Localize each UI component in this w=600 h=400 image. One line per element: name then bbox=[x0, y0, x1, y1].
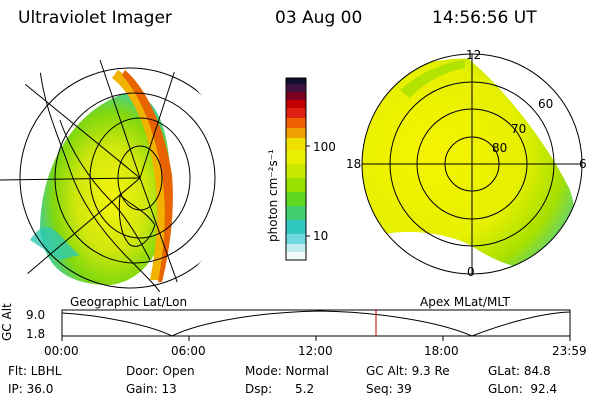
mlt-label-0: 0 bbox=[467, 265, 475, 279]
mlt-label-6: 6 bbox=[579, 157, 587, 171]
orbit-ylabel: GC Alt bbox=[0, 303, 14, 341]
colorbar-tick-10: 10 bbox=[313, 229, 329, 243]
colorbar bbox=[285, 77, 310, 261]
left-map-grid bbox=[0, 59, 233, 301]
info-gc-alt: GC Alt: 9.3 Re bbox=[366, 364, 450, 378]
observation-time: 14:56:56 UT bbox=[432, 8, 537, 28]
info-seq: Seq: 39 bbox=[366, 382, 412, 396]
left-panel-caption: Geographic Lat/Lon bbox=[70, 295, 188, 309]
left-auroral-emission bbox=[30, 70, 173, 285]
right-panel-caption: Apex MLat/MLT bbox=[420, 295, 510, 309]
right-polar-grid bbox=[361, 53, 583, 275]
mlt-label-12: 12 bbox=[466, 48, 482, 62]
orbit-xtick-0600: 06:00 bbox=[171, 344, 206, 358]
info-glon: GLon: 92.4 bbox=[488, 382, 558, 396]
instrument-title: Ultraviolet Imager bbox=[18, 8, 172, 28]
mlat-label-60: 60 bbox=[538, 97, 554, 111]
orbit-xtick-1200: 12:00 bbox=[298, 344, 333, 358]
observation-date: 03 Aug 00 bbox=[275, 8, 363, 28]
left-panel-boundary bbox=[0, 53, 233, 303]
orbit-altitude-curve bbox=[61, 310, 571, 337]
orbit-ytick-high: 9.0 bbox=[26, 308, 46, 322]
orbit-altitude-plot bbox=[61, 309, 571, 341]
info-dsp: Dsp: 5.2 bbox=[245, 382, 315, 396]
info-ip: IP: 36.0 bbox=[8, 382, 54, 396]
info-glat: GLat: 84.8 bbox=[488, 364, 551, 378]
mlat-label-70: 70 bbox=[511, 122, 527, 136]
orbit-xtick-0000: 00:00 bbox=[44, 344, 79, 358]
info-door: Door: Open bbox=[126, 364, 195, 378]
colorbar-unit-label: photon cm⁻²s⁻¹ bbox=[266, 149, 280, 242]
info-gain: Gain: 13 bbox=[126, 382, 177, 396]
orbit-ytick-low: 1.8 bbox=[26, 327, 46, 341]
info-filter: Flt: LBHL bbox=[8, 364, 62, 378]
orbit-xtick-1800: 18:00 bbox=[424, 344, 459, 358]
right-auroral-emission bbox=[362, 58, 576, 269]
mlat-label-80: 80 bbox=[492, 141, 508, 155]
info-mode: Mode: Normal bbox=[245, 364, 329, 378]
orbit-xtick-2359: 23:59 bbox=[552, 344, 587, 358]
mlt-label-18: 18 bbox=[346, 157, 362, 171]
colorbar-tick-100: 100 bbox=[313, 140, 336, 154]
